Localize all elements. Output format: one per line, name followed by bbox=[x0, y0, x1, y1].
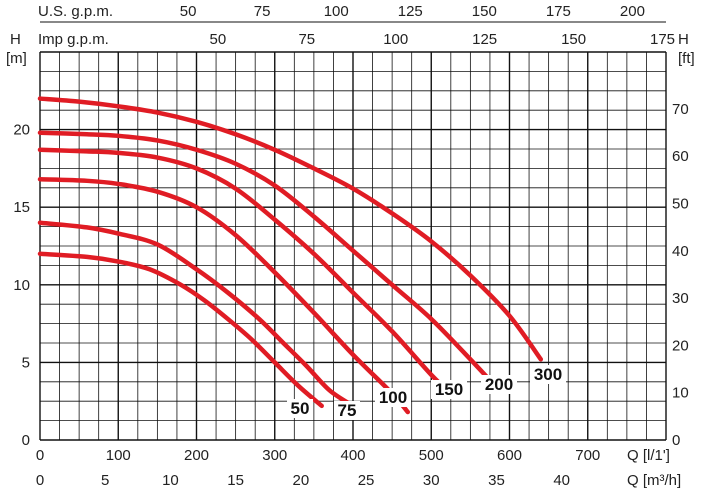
y-left-axis-label: H bbox=[10, 31, 21, 48]
curve-label-100: 100 bbox=[379, 388, 407, 407]
x-lmin-tick: 700 bbox=[575, 447, 600, 464]
x-m3h-tick: 0 bbox=[36, 472, 44, 489]
imp-gpm-tick: 100 bbox=[383, 31, 408, 48]
y-right-tick: 70 bbox=[672, 101, 689, 118]
x-lmin-tick: 600 bbox=[497, 447, 522, 464]
curve-label-50: 50 bbox=[291, 399, 310, 418]
x-m3h-tick: 10 bbox=[162, 472, 179, 489]
x-m3h-tick: 35 bbox=[488, 472, 505, 489]
us-gpm-tick: 175 bbox=[546, 3, 571, 20]
pump-curve-200 bbox=[37, 130, 501, 392]
x-m3h-axis-label: Q [m³/h] bbox=[627, 472, 681, 489]
y-right-tick: 20 bbox=[672, 337, 689, 354]
curve-label-bg bbox=[334, 401, 360, 420]
y-right-axis-label: H bbox=[678, 31, 689, 48]
imp-gpm-tick: 75 bbox=[298, 31, 315, 48]
y-left-unit: [m] bbox=[6, 50, 27, 67]
y-left-tick: 10 bbox=[13, 277, 30, 294]
pump-curve-75 bbox=[37, 220, 356, 409]
x-lmin-tick: 0 bbox=[36, 447, 44, 464]
curve-label-200: 200 bbox=[485, 375, 513, 394]
y-right-unit: [ft] bbox=[678, 50, 695, 67]
curve-label-bg bbox=[530, 365, 566, 384]
y-left-tick: 15 bbox=[13, 199, 30, 216]
us-gpm-tick: 200 bbox=[620, 3, 645, 20]
imp-gpm-tick: 150 bbox=[561, 31, 586, 48]
imp-gpm-tick: 125 bbox=[472, 31, 497, 48]
x-m3h-tick: 30 bbox=[423, 472, 440, 489]
x-lmin-tick: 100 bbox=[106, 447, 131, 464]
x-m3h-tick: 25 bbox=[358, 472, 375, 489]
x-m3h-tick: 5 bbox=[101, 472, 109, 489]
x-m3h-tick: 15 bbox=[227, 472, 244, 489]
y-right-tick: 30 bbox=[672, 290, 689, 307]
y-right-tick: 40 bbox=[672, 243, 689, 260]
imp-gpm-tick: 50 bbox=[210, 31, 227, 48]
y-right-tick: 0 bbox=[672, 432, 680, 449]
pump-curve-50 bbox=[37, 251, 324, 409]
curve-label-bg bbox=[287, 399, 313, 418]
curve-label-bg bbox=[375, 388, 411, 407]
pump-curves bbox=[37, 96, 544, 415]
curve-label-150: 150 bbox=[435, 380, 463, 399]
y-right-tick: 50 bbox=[672, 195, 689, 212]
x-lmin-tick: 400 bbox=[340, 447, 365, 464]
us-gpm-tick: 150 bbox=[472, 3, 497, 20]
x-lmin-tick: 500 bbox=[419, 447, 444, 464]
major-grid bbox=[39, 21, 667, 441]
pump-curve-300 bbox=[37, 96, 544, 362]
curve-label-bg bbox=[481, 375, 517, 394]
us-gpm-tick: 125 bbox=[398, 3, 423, 20]
x-m3h-tick: 20 bbox=[292, 472, 309, 489]
curve-label-300: 300 bbox=[534, 365, 562, 384]
curve-label-75: 75 bbox=[338, 401, 357, 420]
y-right-tick: 10 bbox=[672, 385, 689, 402]
y-right-tick: 60 bbox=[672, 148, 689, 165]
imp-gpm-tick: 175 bbox=[650, 31, 675, 48]
x-lmin-tick: 300 bbox=[262, 447, 287, 464]
pump-curve-100 bbox=[37, 177, 411, 415]
x-lmin-axis-label: Q [l/1'] bbox=[627, 447, 670, 464]
y-left-tick: 0 bbox=[22, 432, 30, 449]
us-gpm-tick: 50 bbox=[180, 3, 197, 20]
y-left-tick: 20 bbox=[13, 122, 30, 139]
us-gpm-tick: 75 bbox=[254, 3, 271, 20]
y-left-tick: 5 bbox=[22, 354, 30, 371]
curve-label-bg bbox=[431, 380, 467, 399]
imp-gpm-axis-label: Imp g.p.m. bbox=[38, 31, 109, 48]
x-m3h-tick: 40 bbox=[553, 472, 570, 489]
us-gpm-axis-label: U.S. g.p.m. bbox=[38, 3, 113, 20]
pump-curve-150 bbox=[37, 147, 454, 396]
x-lmin-tick: 200 bbox=[184, 447, 209, 464]
us-gpm-tick: 100 bbox=[324, 3, 349, 20]
curve-labels: 50 75 100 150 200 300 bbox=[287, 365, 566, 420]
